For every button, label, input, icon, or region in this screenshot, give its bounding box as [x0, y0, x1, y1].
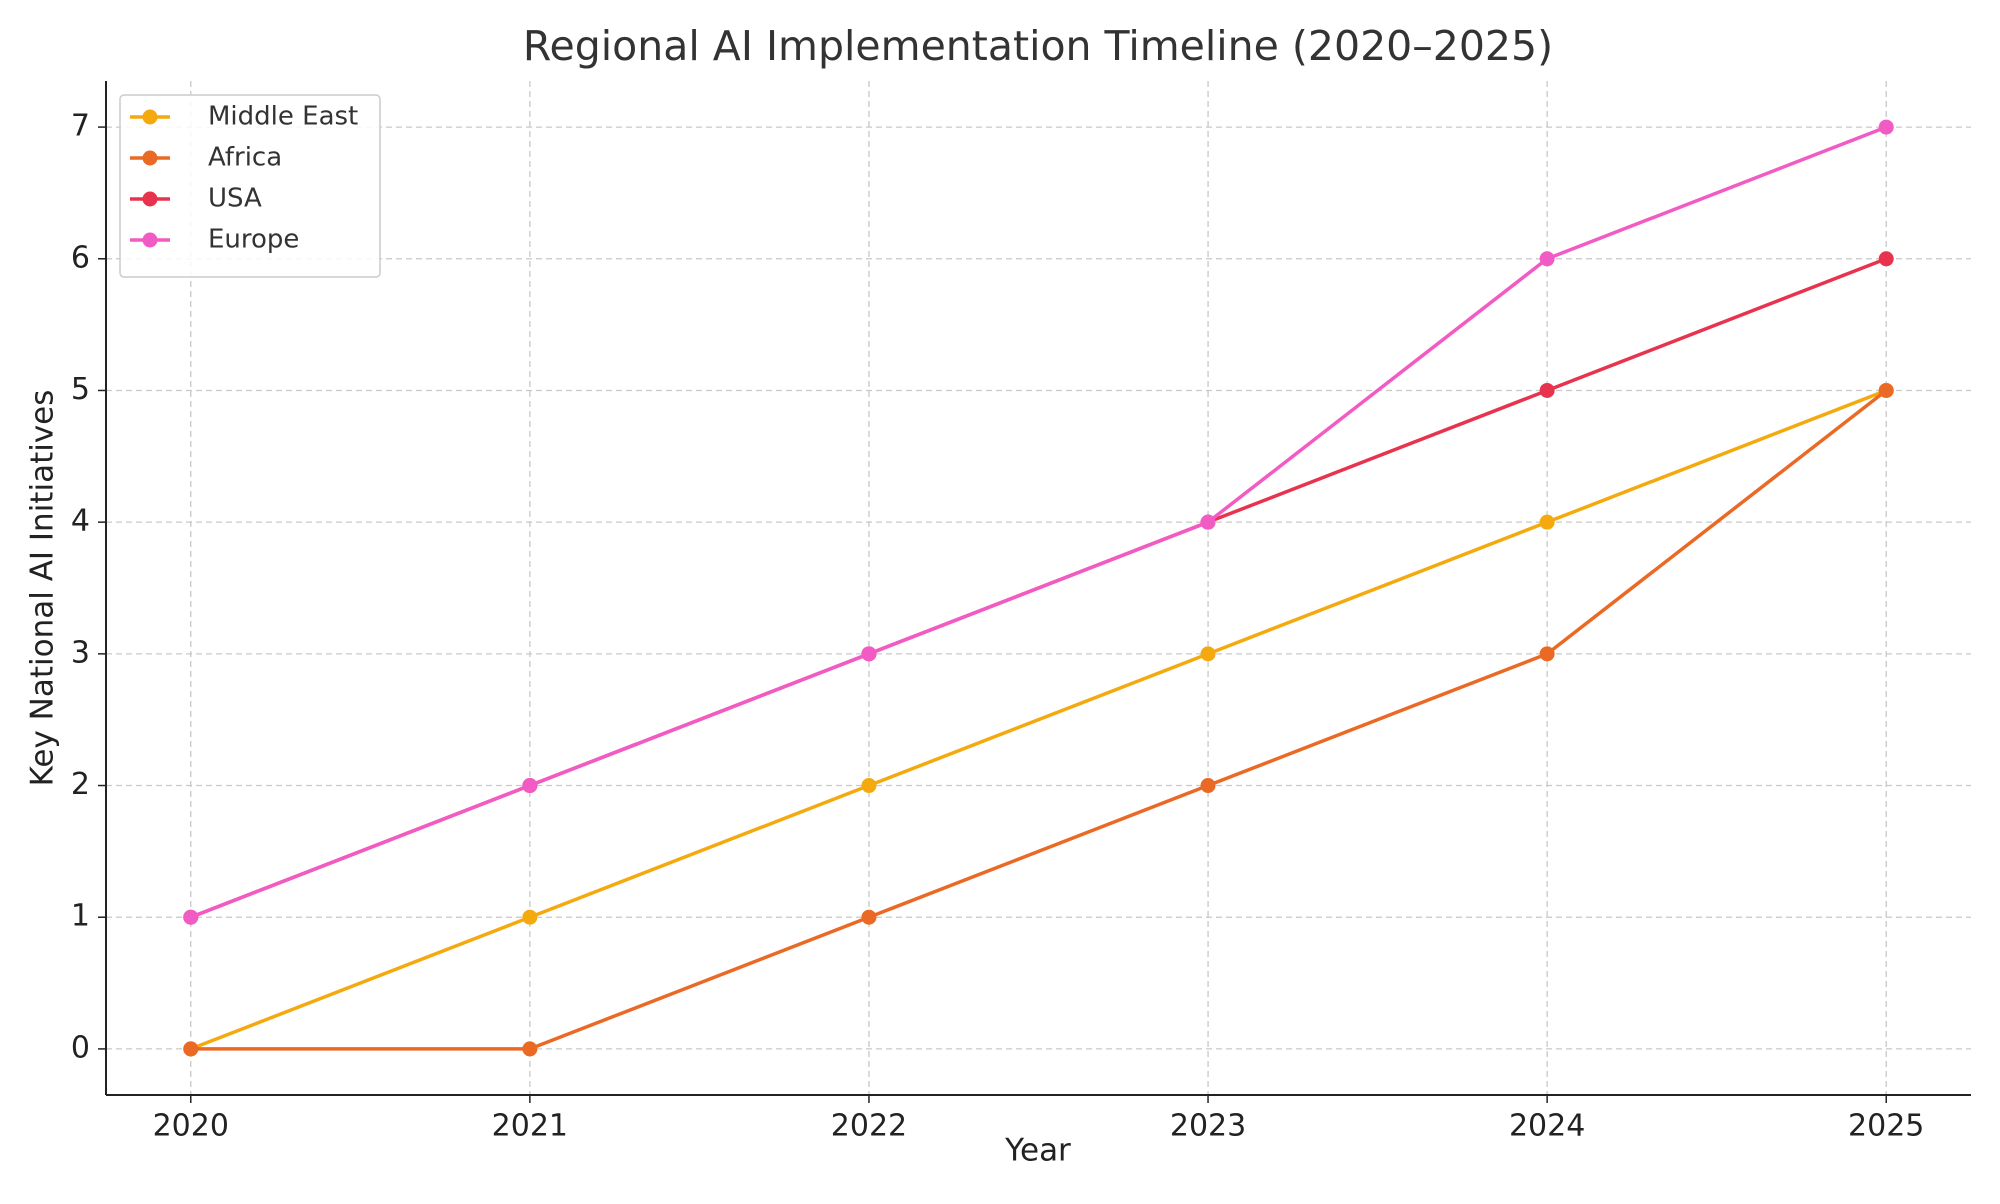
data-point	[522, 909, 538, 925]
axes: 0 1 2 3 4 5 6 7 2020 2021 2022 2023 2024 2025	[71, 81, 1971, 1144]
y-axis-label: Key National AI Initiatives	[25, 390, 61, 787]
legend-label: USA	[208, 184, 262, 214]
plot-area	[183, 119, 1894, 1057]
y-tick-label: 0	[71, 1030, 90, 1065]
legend-marker	[142, 191, 158, 207]
chart-title: Regional AI Implementation Timeline (202…	[523, 22, 1553, 70]
data-point	[522, 1041, 538, 1057]
data-point	[861, 778, 877, 794]
x-tick-label: 2024	[1509, 1109, 1585, 1144]
data-point	[861, 909, 877, 925]
x-tick-label: 2025	[1848, 1109, 1924, 1144]
y-tick-label: 1	[71, 899, 90, 934]
legend-label: Europe	[208, 225, 299, 255]
data-point	[1200, 646, 1216, 662]
legend-marker	[142, 232, 158, 248]
data-point	[861, 646, 877, 662]
y-tick-label: 2	[71, 767, 90, 802]
series-line	[190, 389, 1888, 1051]
data-point	[1200, 514, 1216, 530]
x-tick-label: 2021	[492, 1109, 568, 1144]
data-point	[522, 778, 538, 794]
y-tick-label: 6	[71, 240, 90, 275]
y-tick-label: 5	[71, 372, 90, 407]
data-point	[1539, 251, 1555, 267]
data-point	[1539, 514, 1555, 530]
legend-label: Middle East	[208, 102, 358, 132]
data-point	[1878, 382, 1894, 398]
x-axis-label: Year	[1004, 1133, 1071, 1169]
x-tick-label: 2023	[1170, 1109, 1246, 1144]
data-point	[1200, 778, 1216, 794]
data-point	[183, 1041, 199, 1057]
y-tick-label: 4	[71, 504, 90, 539]
grid	[106, 81, 1971, 1095]
legend-marker	[142, 109, 158, 125]
data-point	[1539, 382, 1555, 398]
legend-box	[119, 94, 381, 278]
x-tick-label: 2022	[831, 1109, 907, 1144]
series-line	[190, 388, 1887, 1051]
legend: Middle East Africa USA Europe	[119, 94, 381, 278]
series-line	[190, 125, 1887, 919]
data-point	[1539, 646, 1555, 662]
legend-label: Africa	[208, 143, 282, 173]
data-point	[1878, 119, 1894, 135]
x-tick-label: 2020	[153, 1109, 229, 1144]
data-point	[183, 909, 199, 925]
data-point	[1878, 251, 1894, 267]
y-tick-label: 7	[71, 109, 90, 144]
legend-marker	[142, 150, 158, 166]
y-tick-label: 3	[71, 635, 90, 670]
